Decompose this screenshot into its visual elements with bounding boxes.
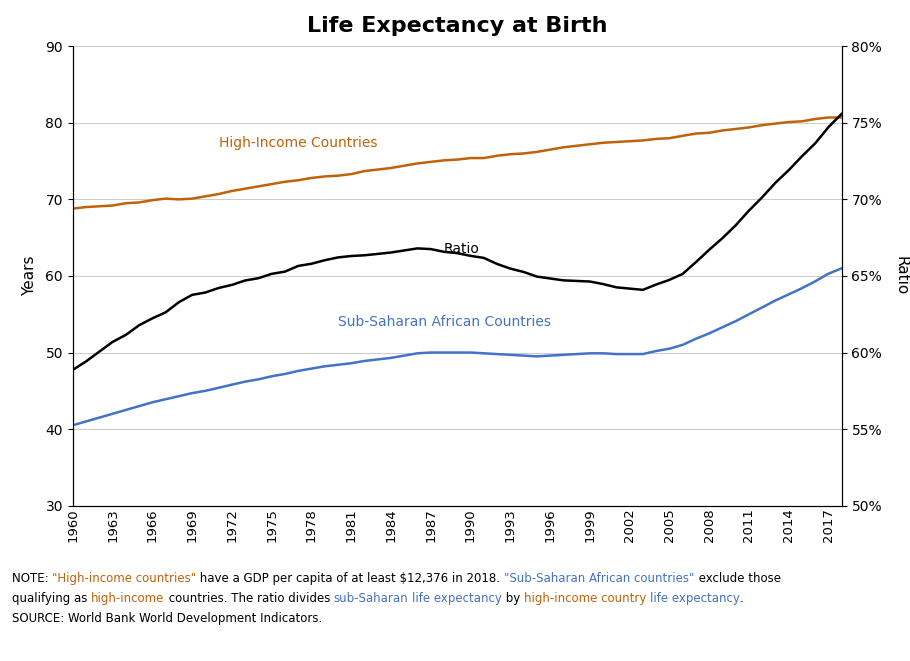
Text: .: . [740,592,743,605]
Text: have a GDP per capita of at least $12,376 in 2018.: have a GDP per capita of at least $12,37… [197,572,504,585]
Text: high-income: high-income [91,592,165,605]
Text: High-Income Countries: High-Income Countries [218,136,377,150]
Text: Ratio: Ratio [444,242,480,256]
Text: countries. The ratio divides: countries. The ratio divides [165,592,334,605]
Text: high-income country: high-income country [524,592,646,605]
Text: Federal Reserve Bank: Federal Reserve Bank [12,633,197,648]
Text: SOURCE: World Bank World Development Indicators.: SOURCE: World Bank World Development Ind… [12,612,322,625]
Title: Life Expectancy at Birth: Life Expectancy at Birth [307,17,608,36]
Y-axis label: Ratio: Ratio [894,256,908,295]
Y-axis label: Years: Years [22,256,37,296]
Text: by: by [502,592,524,605]
Text: "High-income countries": "High-income countries" [53,572,197,585]
Text: of: of [202,633,217,648]
Text: sub-Saharan: sub-Saharan [334,592,409,605]
Text: St. Louis: St. Louis [225,633,302,648]
Text: Sub-Saharan African Countries: Sub-Saharan African Countries [338,315,551,329]
Text: life expectancy: life expectancy [412,592,502,605]
Text: qualifying as: qualifying as [12,592,91,605]
Text: life expectancy: life expectancy [650,592,740,605]
Text: NOTE:: NOTE: [12,572,53,585]
Text: "Sub-Saharan African countries": "Sub-Saharan African countries" [504,572,694,585]
Text: exclude those: exclude those [694,572,781,585]
